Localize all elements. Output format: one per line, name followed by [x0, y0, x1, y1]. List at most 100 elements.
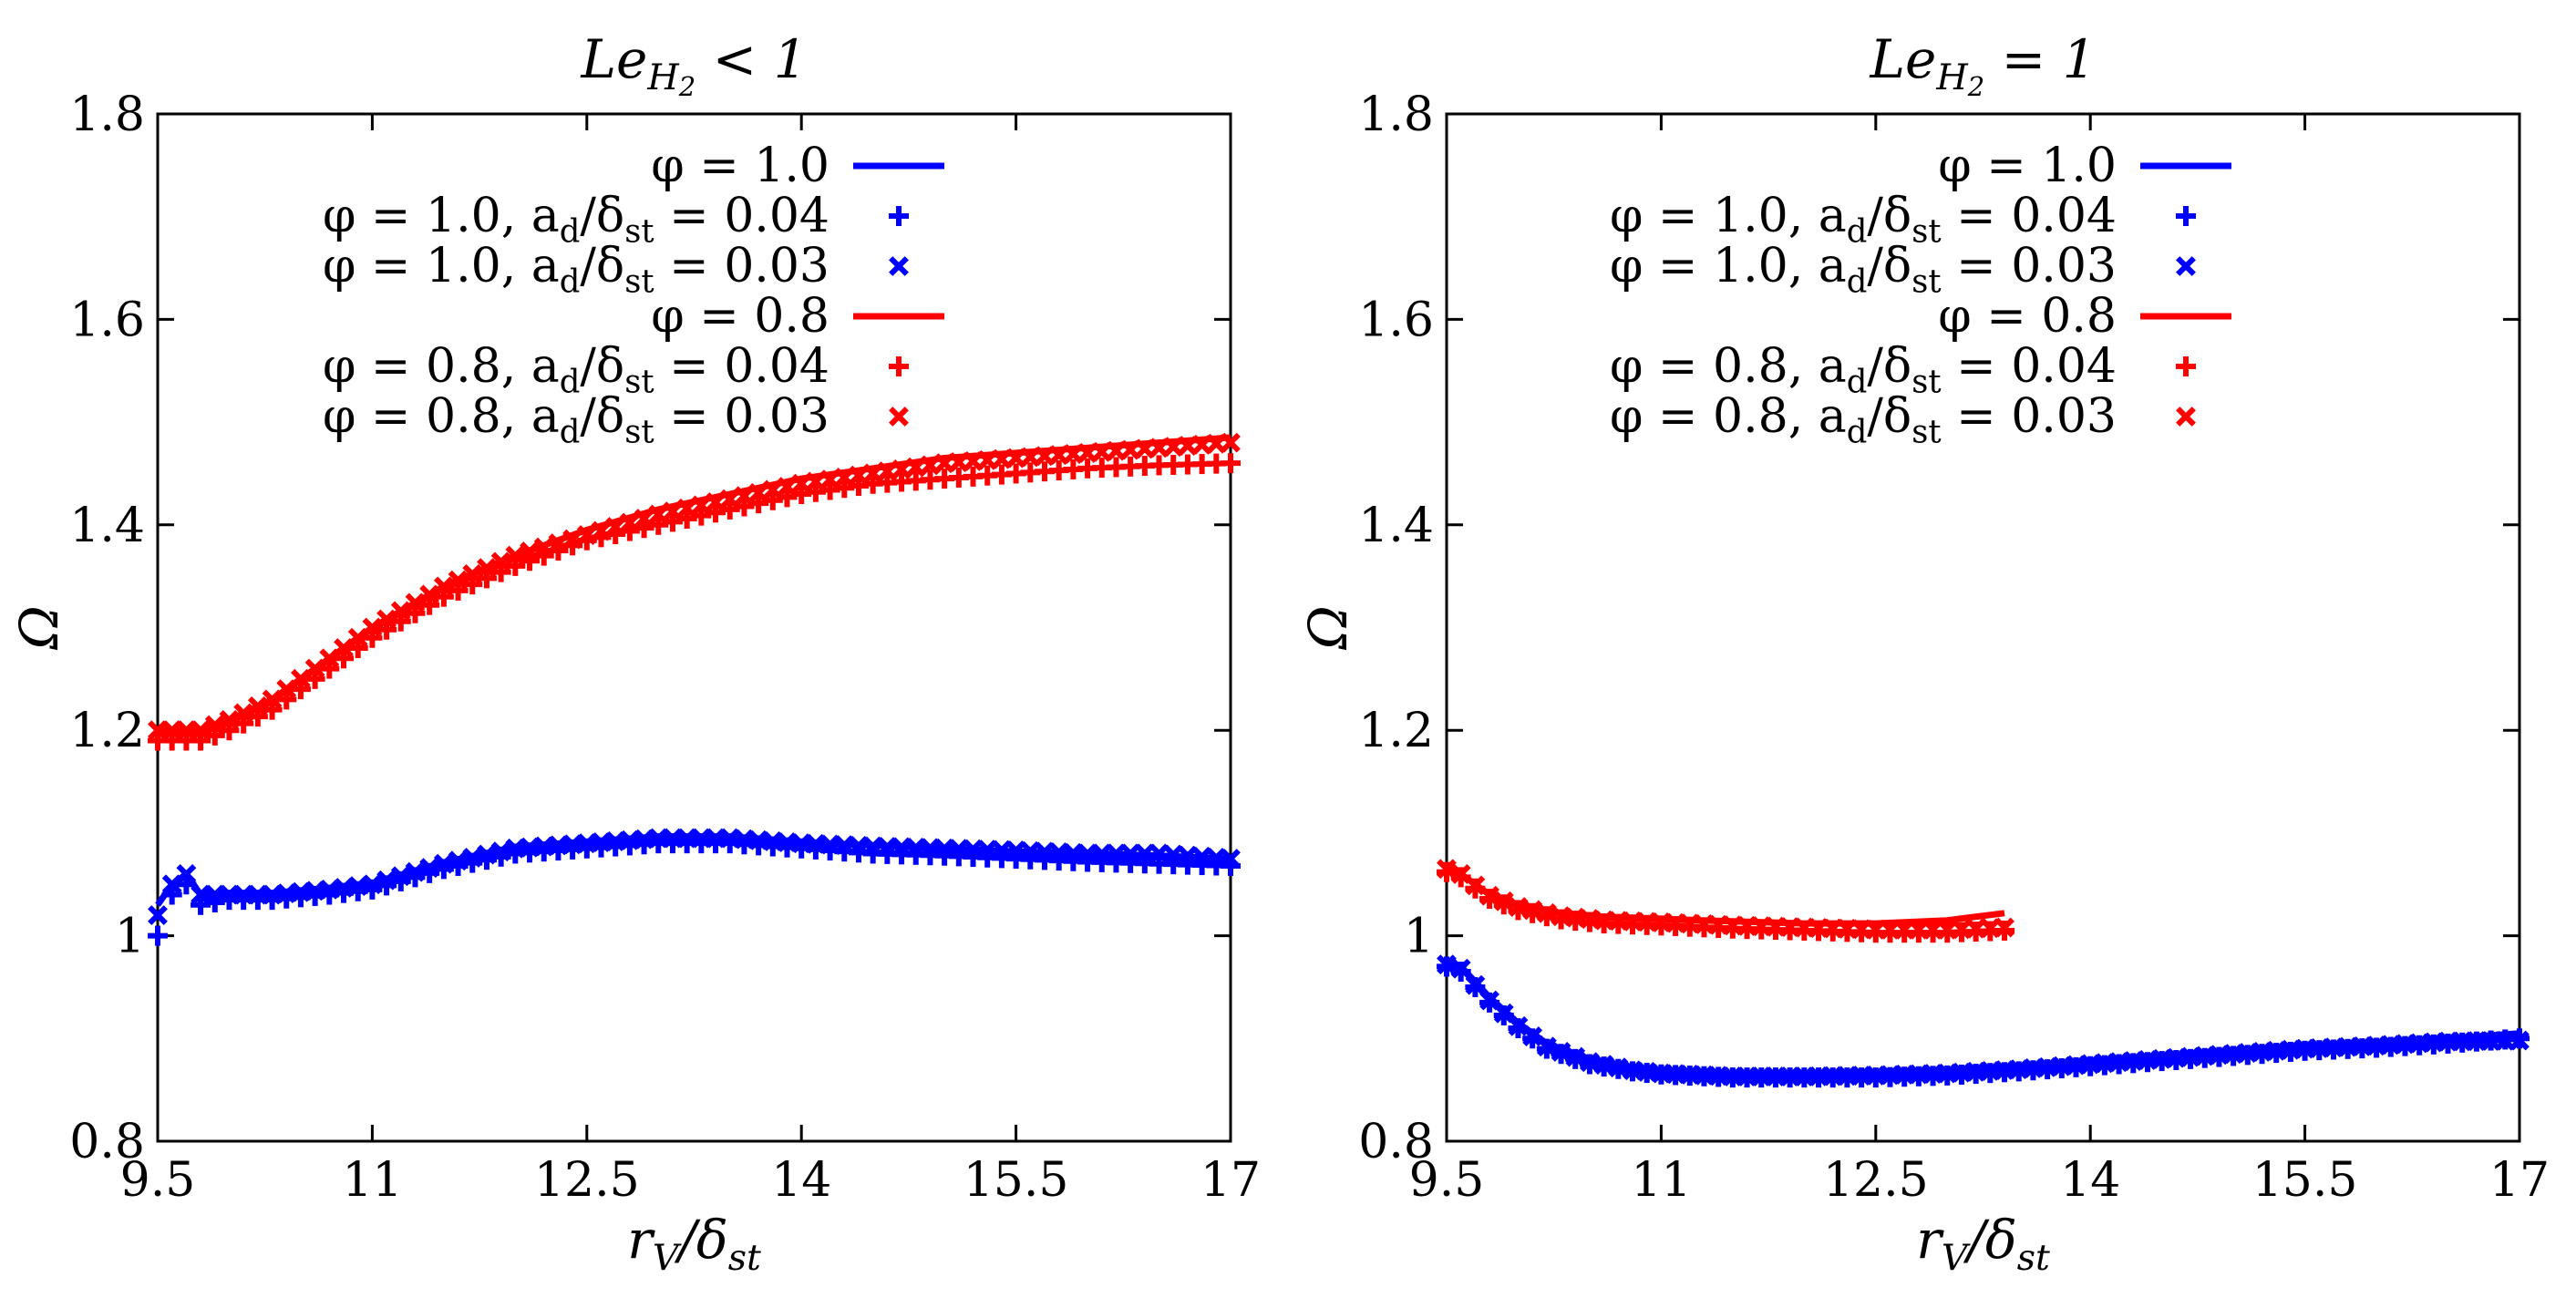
legend-marker-sample	[2176, 206, 2196, 226]
data-point	[477, 844, 497, 865]
data-point	[1479, 990, 1500, 1011]
data-point	[777, 477, 798, 498]
data-point	[1465, 974, 1486, 995]
data-point	[719, 489, 740, 510]
data-point	[477, 558, 497, 579]
series-2	[1437, 954, 2530, 1087]
x-tick-label: 12.5	[1823, 1153, 1929, 1208]
data-point	[191, 720, 211, 741]
data-point	[1580, 1052, 1600, 1073]
x-tick-label: 12.5	[534, 1153, 640, 1208]
data-point	[819, 469, 840, 490]
data-point	[1465, 875, 1486, 896]
data-point	[405, 592, 426, 613]
data-point	[276, 679, 297, 700]
data-point	[291, 668, 311, 689]
chart-right-panel: 9.5 11 12.5 14 15.5 17 0.8 1 1.2 1.4 1.6 1.8 LeH2 = …	[1297, 28, 2550, 1279]
data-point	[834, 468, 855, 488]
data-point	[462, 563, 483, 584]
data-point	[533, 537, 554, 558]
data-point	[448, 850, 469, 871]
y-axis-label: Ω	[8, 605, 70, 650]
x-tick-label: 15.5	[963, 1153, 1069, 1208]
y-tick-label: 0.8	[69, 1115, 145, 1169]
x-tick-label: 11	[342, 1153, 402, 1208]
legend-entry: φ = 0.8, ad/δst = 0.04	[323, 339, 909, 400]
data-point	[1493, 891, 1514, 911]
x-tick-label: 9.5	[1409, 1153, 1485, 1208]
data-point	[734, 486, 755, 507]
legend-entry: φ = 0.8	[1938, 289, 2231, 344]
data-point	[490, 551, 511, 572]
data-point	[490, 841, 511, 862]
data-point	[1437, 954, 1457, 975]
data-point	[433, 576, 454, 597]
data-point	[2509, 1030, 2530, 1051]
data-point	[1536, 902, 1557, 923]
legend-marker-sample	[2176, 407, 2196, 427]
data-point	[648, 504, 669, 525]
legend-label: φ = 1.0, ad/δst = 0.04	[1610, 189, 2117, 250]
legend: φ = 1.0φ = 1.0, ad/δst = 0.04φ = 1.0, ad…	[1610, 139, 2231, 450]
x-tick-label: 17	[2489, 1153, 2550, 1208]
data-point	[362, 617, 383, 638]
y-tick-label: 1.8	[69, 88, 145, 142]
legend: φ = 1.0φ = 1.0, ad/δst = 0.04φ = 1.0, ad…	[323, 139, 944, 450]
legend-marker-sample	[889, 256, 909, 276]
data-point	[448, 570, 469, 591]
legend-entry: φ = 1.0, ad/δst = 0.04	[1610, 189, 2196, 250]
data-point	[219, 710, 240, 730]
y-tick-label: 1.2	[69, 704, 145, 758]
data-point	[1221, 432, 1241, 453]
data-point	[405, 861, 426, 882]
x-tick-label: 17	[1200, 1153, 1261, 1208]
data-point	[562, 529, 583, 550]
data-point	[1508, 897, 1529, 917]
series-2	[148, 828, 1241, 925]
legend-marker-sample	[889, 206, 909, 226]
legend-label: φ = 0.8	[1938, 289, 2117, 344]
y-axis-label: Ω	[1297, 605, 1359, 650]
legend-marker-sample	[2176, 356, 2196, 376]
data-point	[1479, 885, 1500, 906]
legend-entry: φ = 0.8, ad/δst = 0.03	[1610, 389, 2196, 450]
data-point	[176, 864, 197, 884]
y-tick-label: 1.4	[69, 499, 145, 553]
data-point	[1536, 1036, 1557, 1057]
chart-title: LeH2 < 1	[580, 28, 807, 102]
x-axis-label: rV/δst	[627, 1209, 761, 1279]
data-point	[1994, 917, 2014, 938]
data-point	[605, 517, 626, 537]
data-point	[376, 609, 397, 630]
data-point	[634, 509, 654, 529]
data-point	[462, 848, 483, 868]
data-point	[1608, 1057, 1629, 1078]
x-tick-label: 14	[2060, 1153, 2120, 1208]
data-point	[805, 471, 826, 492]
y-tick-label: 1	[1404, 910, 1434, 964]
data-point	[1522, 1026, 1543, 1046]
legend-marker-sample	[889, 407, 909, 427]
data-point	[691, 495, 712, 516]
data-point	[390, 601, 411, 622]
data-point	[1493, 1003, 1514, 1024]
data-point	[663, 501, 683, 522]
data-point	[1437, 859, 1457, 880]
data-point	[1221, 453, 1241, 474]
legend-marker-sample	[2176, 256, 2196, 276]
data-point	[920, 455, 941, 476]
data-point	[1221, 849, 1241, 869]
data-point	[1508, 1015, 1529, 1036]
data-point	[576, 525, 597, 545]
legend-entry: φ = 1.0, ad/δst = 0.03	[323, 239, 909, 300]
x-tick-label: 11	[1631, 1153, 1691, 1208]
data-point	[520, 541, 540, 562]
legend-label: φ = 0.8, ad/δst = 0.03	[1610, 389, 2117, 450]
data-point	[362, 874, 383, 895]
data-point	[419, 584, 440, 605]
legend-entry: φ = 0.8, ad/δst = 0.03	[323, 389, 909, 450]
data-point	[433, 853, 454, 874]
legend-label: φ = 1.0, ad/δst = 0.04	[323, 189, 829, 250]
legend-label: φ = 0.8, ad/δst = 0.04	[323, 339, 829, 400]
data-point	[849, 465, 869, 486]
